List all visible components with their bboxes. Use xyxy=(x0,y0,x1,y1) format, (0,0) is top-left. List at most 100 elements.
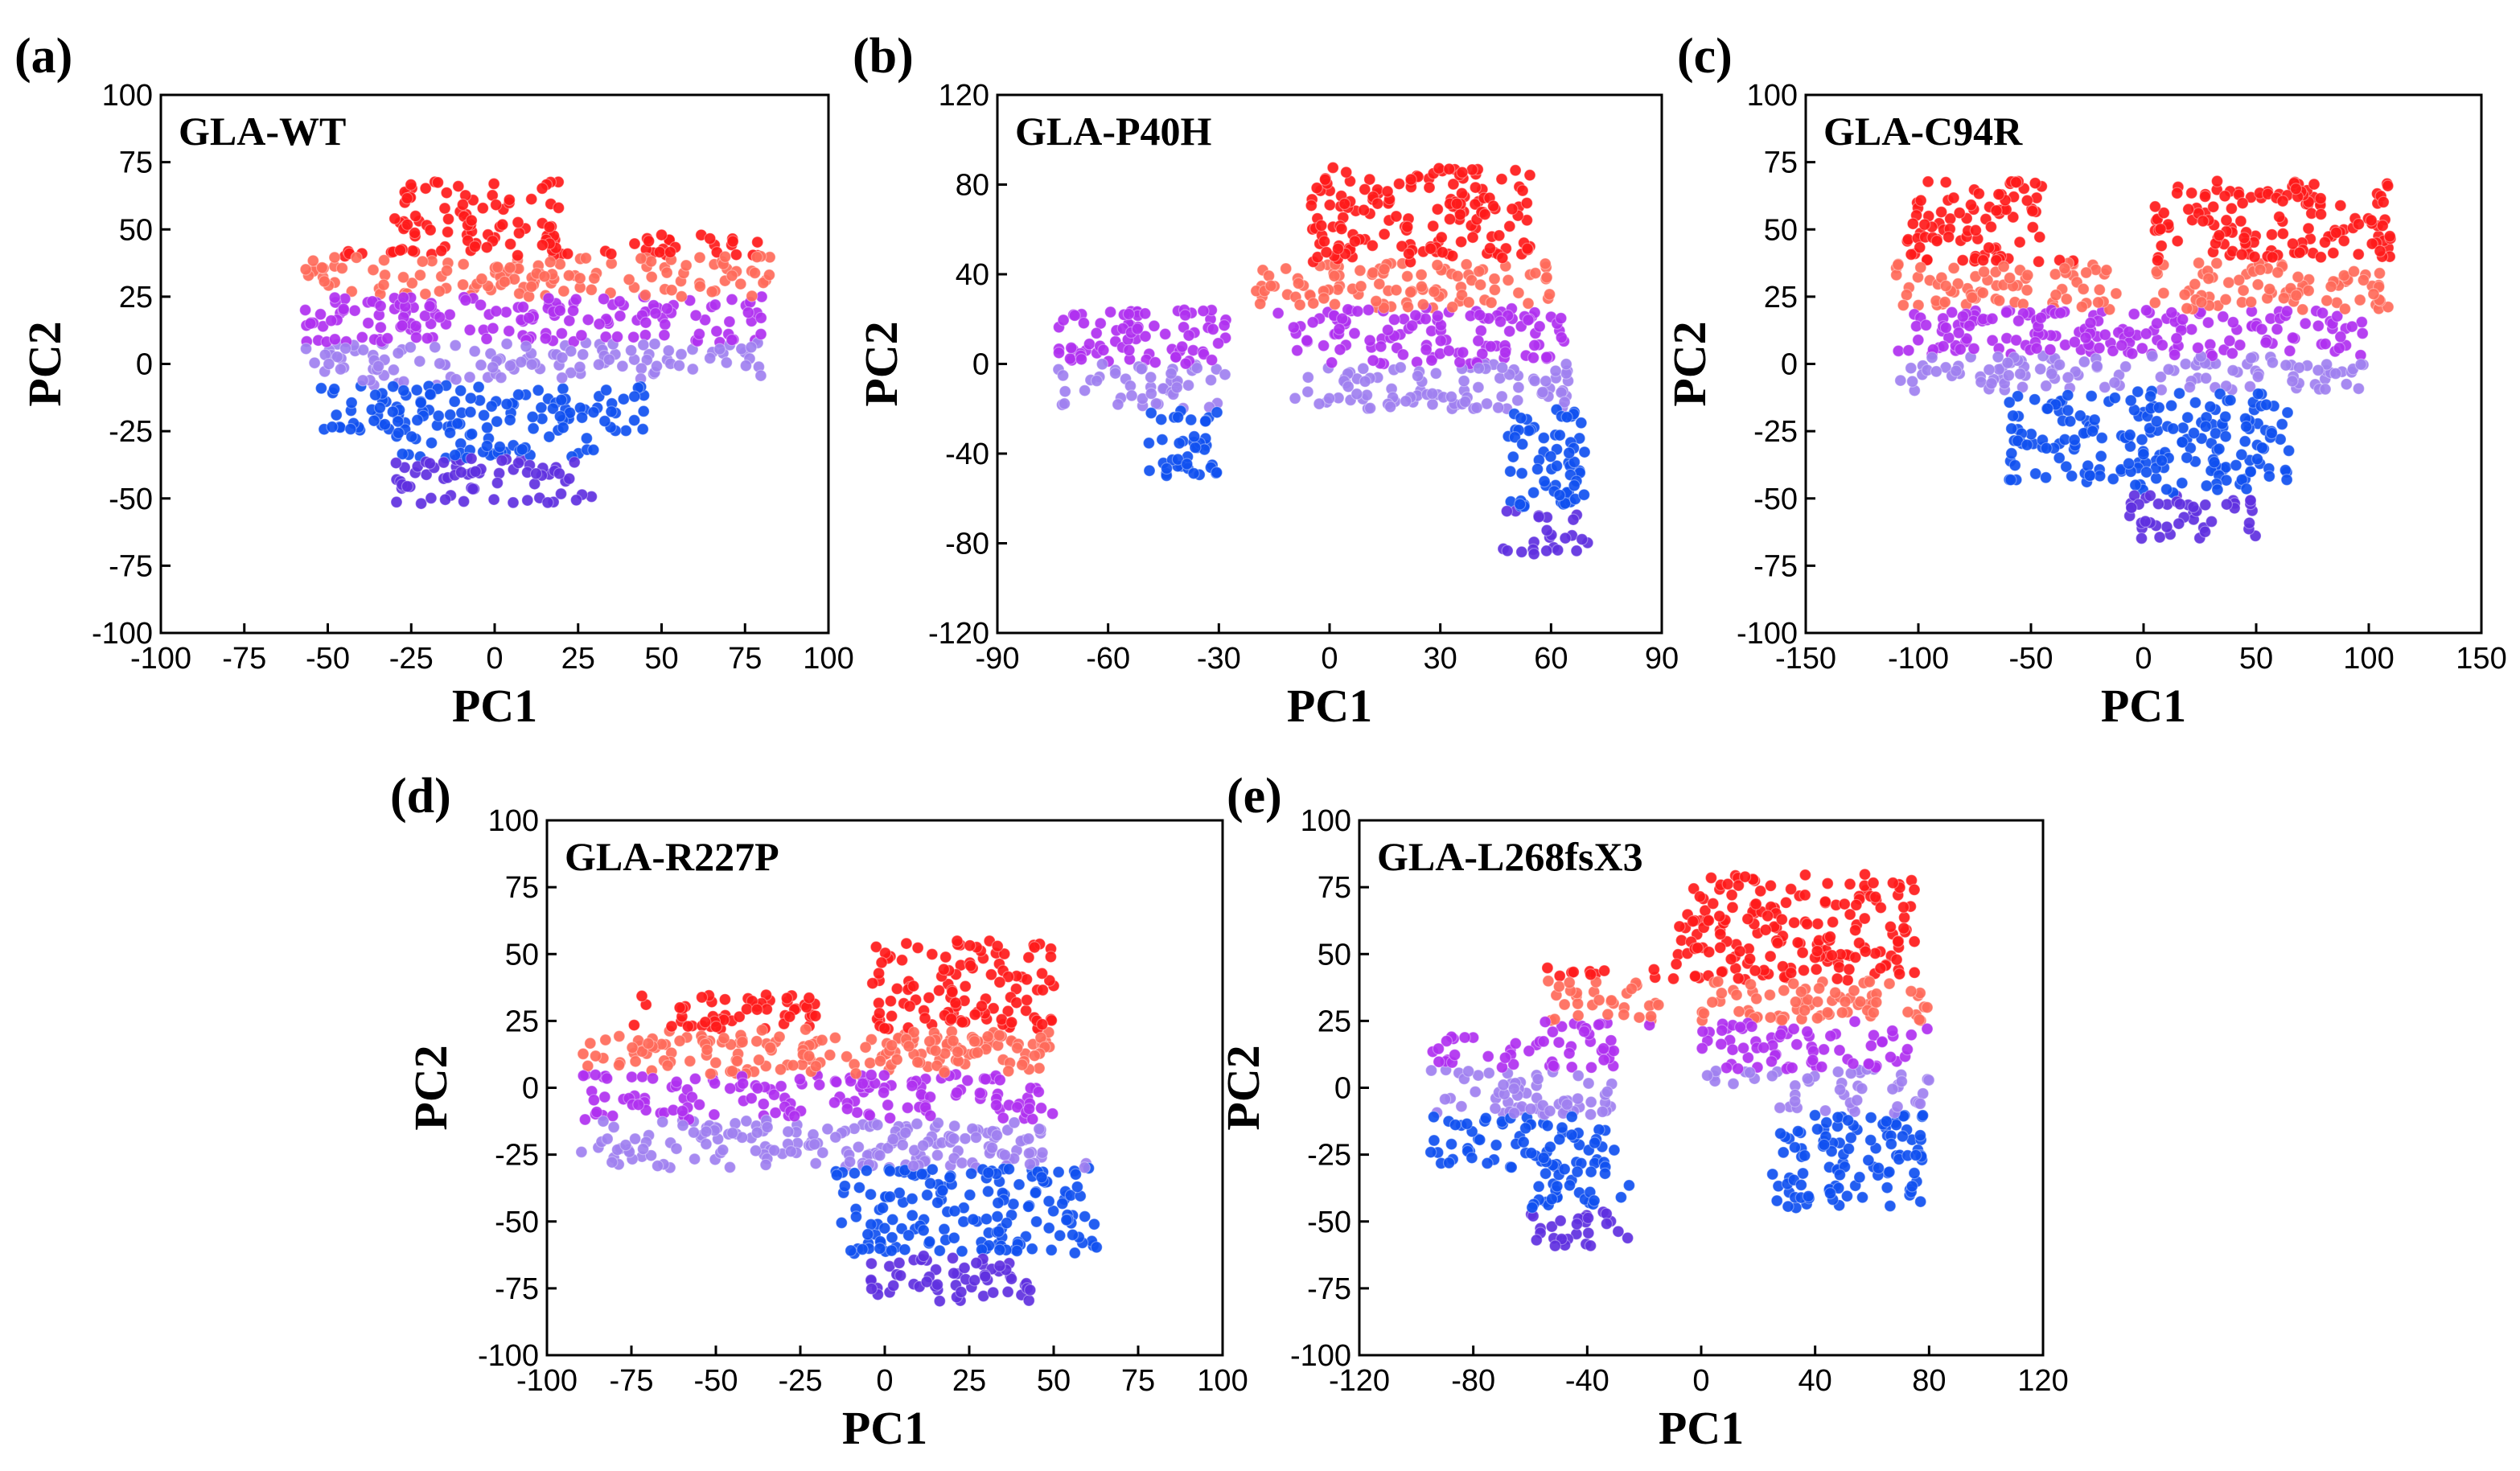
y-tick-label: 50 xyxy=(119,213,153,247)
data-point xyxy=(522,311,536,324)
data-point xyxy=(947,1034,960,1047)
data-point xyxy=(1527,548,1540,561)
data-point xyxy=(2275,417,2288,431)
data-point xyxy=(911,1117,923,1131)
data-point xyxy=(1897,901,1910,914)
data-point xyxy=(926,1163,939,1176)
data-point xyxy=(1139,330,1152,343)
data-point xyxy=(2002,369,2015,382)
data-point xyxy=(1056,369,1070,382)
data-point xyxy=(1042,1194,1055,1208)
data-point xyxy=(2185,187,2198,199)
data-point xyxy=(1170,381,1183,394)
data-point xyxy=(1322,392,1336,405)
data-point xyxy=(948,1120,961,1132)
data-point xyxy=(769,1106,782,1120)
data-point xyxy=(1558,998,1571,1011)
data-point xyxy=(828,1031,842,1045)
data-point xyxy=(345,285,358,298)
data-point xyxy=(1537,1151,1550,1165)
data-point xyxy=(369,388,382,401)
data-point xyxy=(465,452,478,465)
data-point xyxy=(1474,278,1487,291)
data-point xyxy=(1819,895,1831,908)
data-point xyxy=(1469,181,1482,194)
data-point xyxy=(2271,323,2284,335)
data-point xyxy=(693,1098,706,1111)
data-point xyxy=(1210,466,1223,479)
data-point xyxy=(1818,1138,1831,1152)
data-point xyxy=(693,327,706,340)
data-point xyxy=(569,293,582,306)
data-point xyxy=(1455,289,1469,302)
data-point xyxy=(425,318,438,331)
data-point xyxy=(1415,269,1428,281)
data-point xyxy=(2280,473,2293,487)
data-point xyxy=(2033,255,2045,268)
data-point xyxy=(689,309,702,322)
data-point xyxy=(590,1106,603,1119)
data-point xyxy=(1401,270,1414,283)
data-point xyxy=(420,468,433,481)
data-point xyxy=(318,275,331,288)
data-point xyxy=(704,232,717,245)
data-point xyxy=(2365,214,2378,227)
data-point xyxy=(1779,896,1793,909)
data-point xyxy=(635,989,648,1003)
data-point xyxy=(1937,340,1950,353)
data-point xyxy=(543,430,556,443)
data-point xyxy=(736,1077,750,1090)
data-point xyxy=(413,355,426,368)
data-point xyxy=(695,991,709,1004)
data-point xyxy=(2021,438,2033,451)
data-point xyxy=(2354,294,2366,306)
data-point xyxy=(1886,1083,1899,1095)
data-point xyxy=(2316,306,2329,319)
data-point xyxy=(759,1158,772,1171)
data-point xyxy=(1381,323,1395,336)
data-point xyxy=(1523,1045,1535,1058)
data-point xyxy=(876,1202,890,1214)
data-point xyxy=(1449,1118,1462,1132)
data-point xyxy=(1177,321,1190,334)
data-point xyxy=(421,332,434,345)
data-point xyxy=(1097,343,1110,356)
data-point xyxy=(1394,361,1407,374)
data-point xyxy=(672,360,686,372)
data-point xyxy=(1112,398,1124,411)
data-point xyxy=(872,996,886,1009)
data-point xyxy=(639,329,652,342)
data-point xyxy=(1483,242,1497,255)
data-point xyxy=(1469,198,1482,211)
data-point xyxy=(1428,1134,1441,1147)
data-point xyxy=(1301,334,1313,347)
data-point xyxy=(480,421,494,434)
data-point xyxy=(474,298,487,311)
data-point xyxy=(659,318,672,331)
data-point xyxy=(2286,375,2299,388)
data-point xyxy=(1702,914,1715,927)
data-point xyxy=(2345,320,2358,333)
data-point xyxy=(2367,288,2380,301)
data-point xyxy=(2045,368,2058,380)
data-point xyxy=(1360,388,1374,401)
data-point xyxy=(1187,466,1200,480)
data-point xyxy=(1370,294,1383,308)
data-point xyxy=(1854,995,1867,1009)
data-point xyxy=(1870,996,1883,1009)
data-point xyxy=(1024,1284,1037,1296)
y-tick-label: 100 xyxy=(1747,79,1798,113)
data-point xyxy=(1622,1179,1636,1192)
data-point xyxy=(1205,354,1219,367)
data-point xyxy=(681,1020,695,1033)
data-point xyxy=(993,1259,1006,1272)
y-tick-label: -50 xyxy=(1753,483,1798,516)
data-point xyxy=(392,415,405,428)
data-point xyxy=(1797,964,1811,977)
data-point xyxy=(900,937,913,950)
data-point xyxy=(1020,993,1034,1007)
data-point xyxy=(1550,459,1564,472)
data-point xyxy=(1350,388,1363,401)
data-point xyxy=(593,318,606,331)
data-point xyxy=(923,1177,937,1190)
